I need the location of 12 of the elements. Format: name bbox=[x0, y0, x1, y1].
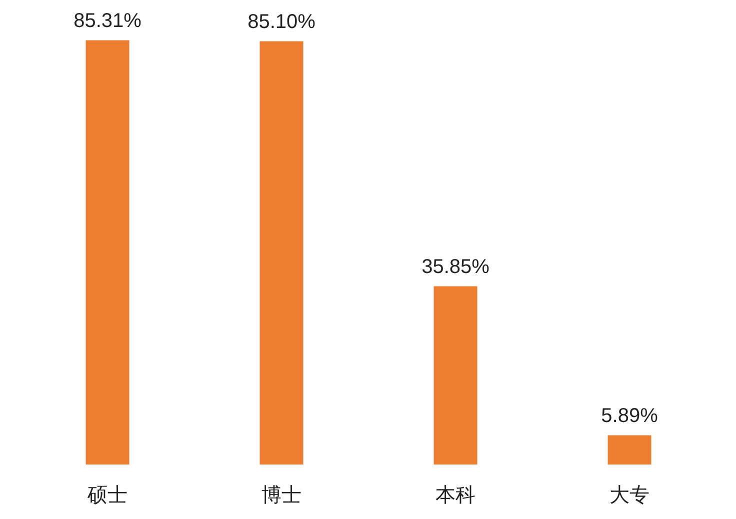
x-tick-label: 大专 bbox=[610, 484, 650, 506]
bar bbox=[86, 40, 130, 464]
x-tick-label: 硕士 bbox=[86, 484, 128, 506]
data-label: 85.31% bbox=[74, 10, 142, 32]
bar bbox=[260, 41, 304, 464]
bar bbox=[434, 286, 478, 464]
data-label: 5.89% bbox=[601, 405, 658, 428]
bar bbox=[608, 435, 652, 464]
x-tick-label: 本科 bbox=[436, 484, 476, 506]
x-tick-label: 博士 bbox=[262, 484, 302, 506]
data-label: 35.85% bbox=[422, 256, 490, 278]
data-label: 85.10% bbox=[248, 11, 316, 34]
